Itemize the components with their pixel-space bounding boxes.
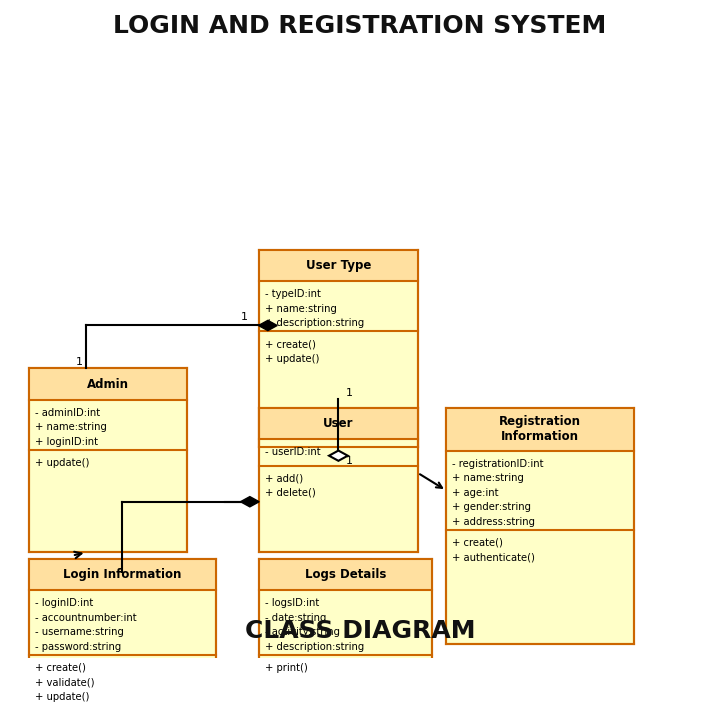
Text: - activity:string: - activity:string (265, 627, 340, 637)
FancyBboxPatch shape (259, 408, 418, 552)
FancyBboxPatch shape (259, 250, 418, 447)
FancyBboxPatch shape (29, 368, 187, 552)
Text: + validate(): + validate() (35, 678, 94, 688)
Text: + add(): + add() (265, 474, 303, 483)
Text: CLASS DIAGRAM: CLASS DIAGRAM (245, 619, 475, 643)
Polygon shape (329, 451, 348, 461)
Text: + loginID:int: + loginID:int (35, 436, 98, 446)
FancyBboxPatch shape (259, 250, 418, 282)
Polygon shape (215, 708, 234, 718)
Text: + authenticate(): + authenticate() (452, 552, 535, 562)
FancyBboxPatch shape (446, 408, 634, 644)
FancyBboxPatch shape (259, 559, 432, 720)
Text: Admin: Admin (87, 377, 129, 390)
Text: + description:string: + description:string (265, 642, 364, 652)
Text: - adminID:int: - adminID:int (35, 408, 99, 418)
Text: - loginID:int: - loginID:int (35, 598, 93, 608)
Text: + name:string: + name:string (265, 304, 337, 314)
Text: + create(): + create() (35, 663, 86, 672)
Text: - username:string: - username:string (35, 627, 123, 637)
FancyBboxPatch shape (259, 559, 432, 590)
Text: + age:int: + age:int (452, 488, 499, 498)
Text: + delete(): + delete() (265, 488, 315, 498)
Text: + name:string: + name:string (35, 422, 107, 432)
Text: Registration
Information: Registration Information (499, 415, 581, 444)
Text: User Type: User Type (306, 259, 371, 272)
Text: Logs Details: Logs Details (305, 568, 387, 581)
Text: - accountnumber:int: - accountnumber:int (35, 613, 136, 623)
FancyBboxPatch shape (259, 408, 418, 439)
Text: 1: 1 (346, 388, 353, 398)
Text: + update(): + update() (35, 458, 89, 468)
Text: LOGIN AND REGISTRATION SYSTEM: LOGIN AND REGISTRATION SYSTEM (113, 14, 607, 38)
Polygon shape (240, 497, 259, 507)
Text: + update(): + update() (35, 692, 89, 702)
FancyBboxPatch shape (446, 408, 634, 451)
FancyBboxPatch shape (29, 559, 216, 720)
Text: + address:string: + address:string (452, 517, 535, 527)
Text: + description:string: + description:string (265, 318, 364, 328)
Text: - typeID:int: - typeID:int (265, 289, 321, 300)
Text: Login Information: Login Information (63, 568, 181, 581)
FancyBboxPatch shape (29, 368, 187, 400)
Text: - date:string: - date:string (265, 613, 326, 623)
Text: 1: 1 (76, 357, 83, 367)
Text: - logsID:int: - logsID:int (265, 598, 319, 608)
Text: + print(): + print() (265, 663, 307, 672)
Text: + create(): + create() (265, 339, 316, 349)
Text: 1: 1 (241, 312, 248, 323)
Text: User: User (323, 417, 354, 430)
Text: 1: 1 (346, 456, 353, 466)
Text: + create(): + create() (452, 538, 503, 548)
Text: - registrationID:int: - registrationID:int (452, 459, 544, 469)
Text: + update(): + update() (265, 354, 320, 364)
Text: + gender:string: + gender:string (452, 503, 531, 513)
Text: - userID:int: - userID:int (265, 447, 320, 457)
Text: - password:string: - password:string (35, 642, 121, 652)
Polygon shape (258, 320, 277, 330)
FancyBboxPatch shape (29, 559, 216, 590)
Text: + name:string: + name:string (452, 474, 524, 483)
